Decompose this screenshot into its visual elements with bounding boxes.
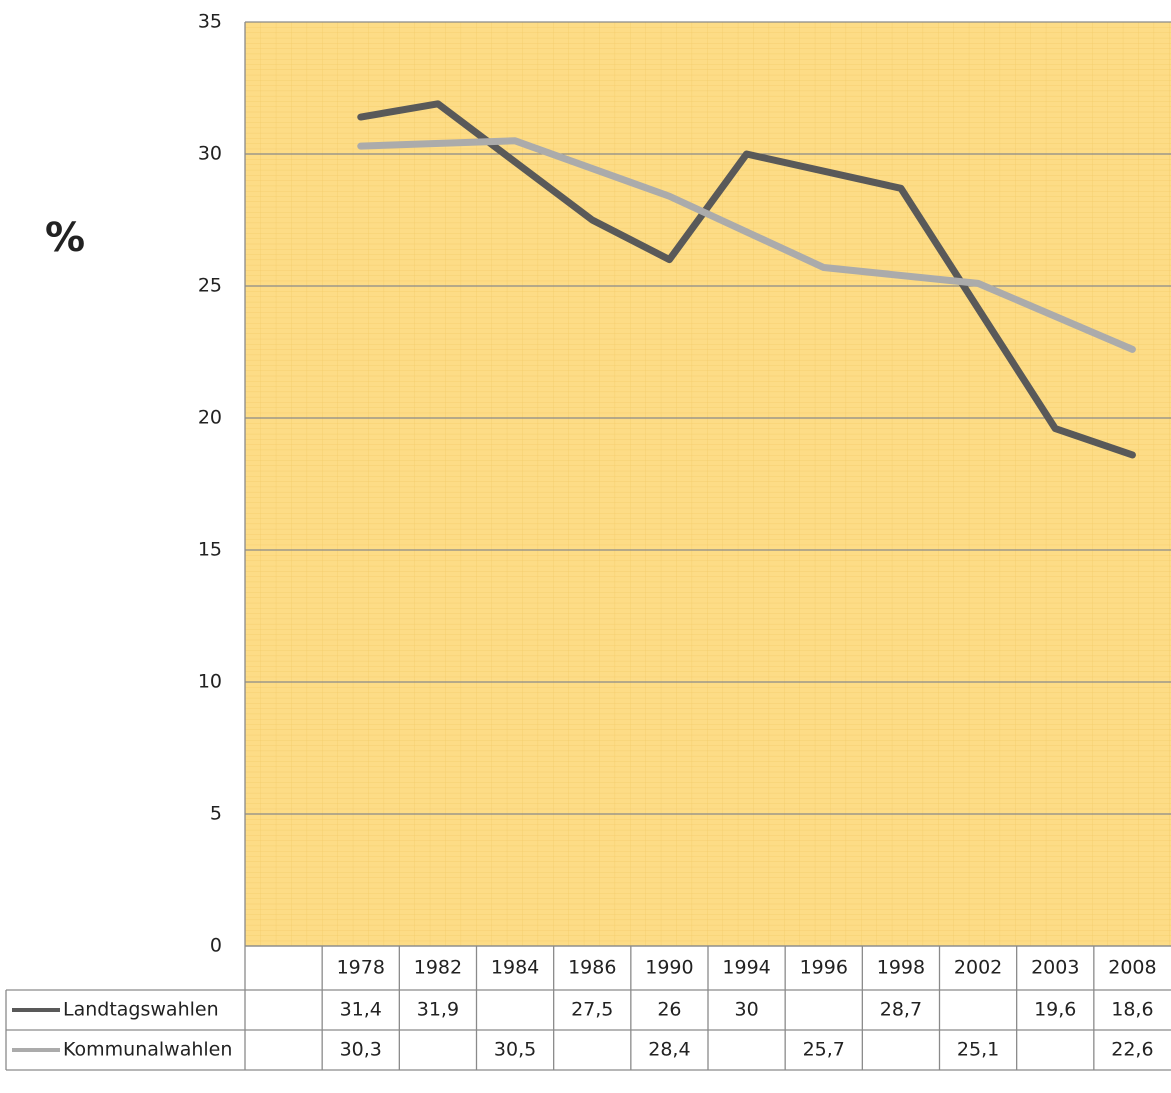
- data-label: 30: [734, 999, 758, 1021]
- data-label: 27,5: [571, 999, 613, 1021]
- series-line: [357, 137, 1136, 353]
- x-tick-label: 1996: [800, 957, 848, 979]
- x-tick-label: 2002: [954, 957, 1002, 979]
- y-tick-label: 25: [198, 275, 222, 297]
- y-tick-label: 30: [198, 143, 222, 165]
- x-tick-label: 1978: [337, 957, 385, 979]
- y-tick-label: 5: [210, 803, 222, 825]
- series-line: [357, 100, 1136, 459]
- x-tick-label: 1982: [414, 957, 462, 979]
- data-label: 25,1: [957, 1039, 999, 1061]
- data-label: 30,3: [340, 1039, 382, 1061]
- data-label: 22,6: [1111, 1039, 1153, 1061]
- legend-label: Kommunalwahlen: [63, 1039, 232, 1061]
- x-tick-label: 2008: [1108, 957, 1156, 979]
- data-label: 31,9: [417, 999, 459, 1021]
- x-tick-label: 1990: [645, 957, 693, 979]
- x-tick-label: 2003: [1031, 957, 1079, 979]
- y-tick-label: 35: [198, 11, 222, 33]
- data-label: 25,7: [803, 1039, 845, 1061]
- data-label: 18,6: [1111, 999, 1153, 1021]
- y-axis-label: %: [45, 215, 85, 261]
- y-tick-label: 15: [198, 539, 222, 561]
- data-label: 19,6: [1034, 999, 1076, 1021]
- x-tick-label: 1994: [722, 957, 770, 979]
- data-label: 30,5: [494, 1039, 536, 1061]
- plot-area: [245, 22, 1171, 946]
- y-tick-label: 10: [198, 671, 222, 693]
- legend-label: Landtagswahlen: [63, 999, 219, 1021]
- data-label: 28,7: [880, 999, 922, 1021]
- x-tick-label: 1984: [491, 957, 539, 979]
- data-label: 26: [657, 999, 681, 1021]
- x-tick-label: 1986: [568, 957, 616, 979]
- y-tick-label: 20: [198, 407, 222, 429]
- data-label: 31,4: [340, 999, 382, 1021]
- x-tick-label: 1998: [877, 957, 925, 979]
- y-tick-label: 0: [210, 935, 222, 957]
- data-label: 28,4: [648, 1039, 690, 1061]
